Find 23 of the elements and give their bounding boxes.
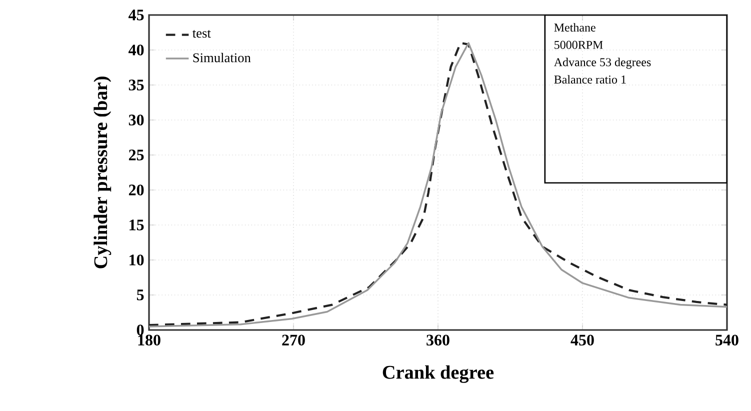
y-tick-label: 45 — [128, 10, 144, 20]
y-tick-label: 40 — [128, 44, 144, 56]
y-tick-label: 0 — [136, 324, 144, 336]
y-tick-label: 35 — [128, 80, 144, 90]
annotation: Methane — [554, 23, 596, 32]
x-tick-label: 540 — [716, 334, 738, 346]
x-tick-label: 450 — [570, 334, 594, 346]
legend-label: test — [192, 30, 211, 38]
x-tick-label: 360 — [426, 334, 450, 346]
y-tick-label: 5 — [136, 290, 144, 300]
y-tick-label: 25 — [128, 150, 144, 160]
y-tick-label: 20 — [128, 184, 144, 196]
annotation: Balance ratio 1 — [554, 75, 626, 84]
y-axis-title: Cylinder pressure (bar) — [94, 76, 112, 268]
legend-label: Simulation — [193, 52, 251, 62]
x-tick-label: 270 — [282, 334, 305, 346]
x-axis-title: Crank degree — [382, 365, 494, 383]
x-tick-label: 180 — [138, 334, 160, 346]
y-tick-label: 30 — [128, 114, 144, 126]
y-tick-label: 10 — [130, 254, 144, 266]
annotation: 5000RPM — [554, 40, 603, 49]
annotation: Advance 53 degrees — [554, 58, 651, 69]
y-tick-label: 15 — [130, 220, 144, 230]
